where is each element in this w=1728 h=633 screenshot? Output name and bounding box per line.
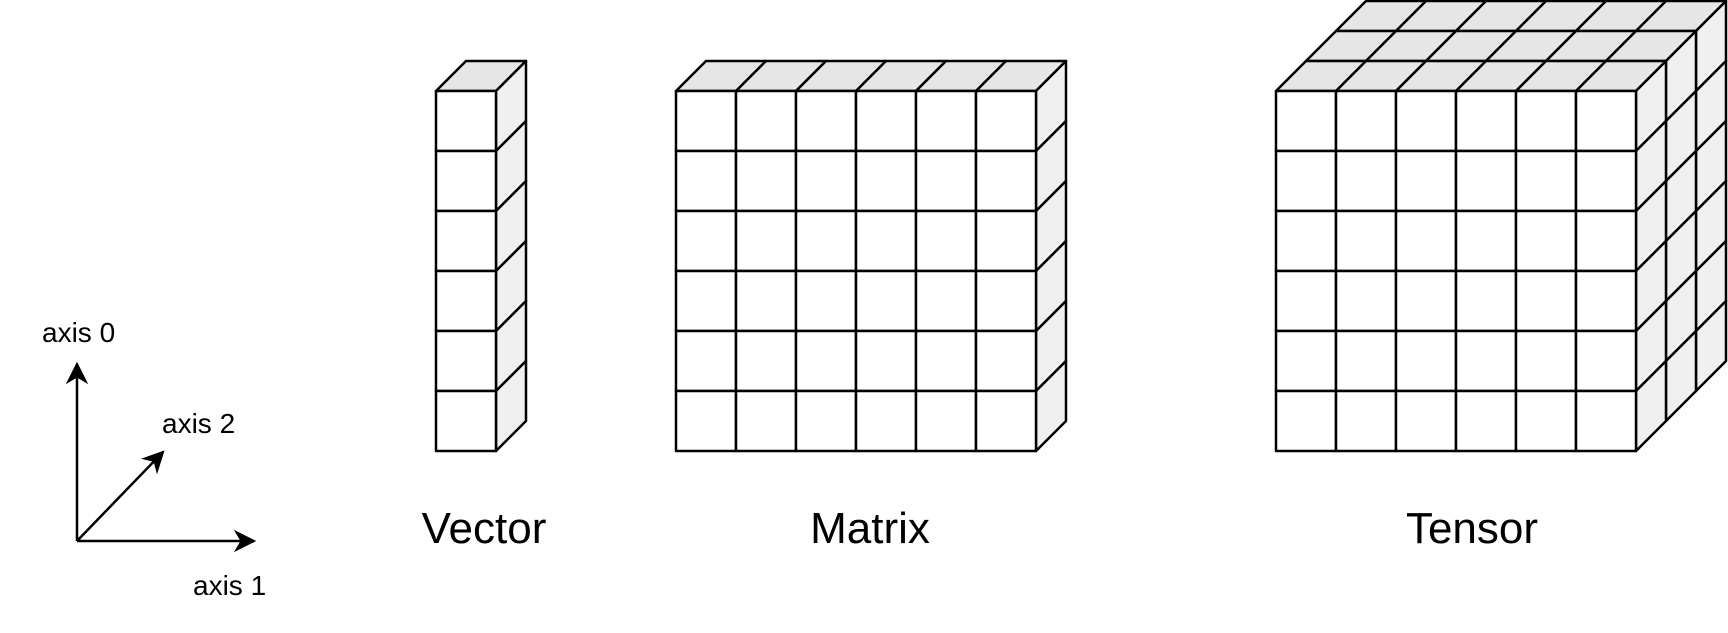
tensor-cell xyxy=(1454,329,1518,393)
tensor-cell xyxy=(1274,209,1338,273)
vector-cell xyxy=(434,209,498,273)
matrix-cell xyxy=(974,89,1038,153)
matrix-cell xyxy=(794,89,858,153)
matrix-cell xyxy=(854,389,918,453)
tensor-cell xyxy=(1514,89,1578,153)
vector-cell xyxy=(434,149,498,213)
matrix-cell xyxy=(914,389,978,453)
tensor-cell xyxy=(1574,209,1638,273)
matrix-cell xyxy=(674,149,738,213)
matrix-cell xyxy=(674,329,738,393)
tensor-cell xyxy=(1454,389,1518,453)
matrix-cell xyxy=(794,269,858,333)
vector-cell xyxy=(434,329,498,393)
tensor-cell xyxy=(1274,269,1338,333)
axis-1-label: axis 1 xyxy=(193,570,266,601)
tensor-cell xyxy=(1394,149,1458,213)
tensor-cell xyxy=(1394,89,1458,153)
tensor-cell xyxy=(1574,89,1638,153)
matrix-cell xyxy=(794,389,858,453)
matrix-label: Matrix xyxy=(810,504,930,553)
matrix-cell xyxy=(854,209,918,273)
matrix-cell xyxy=(974,269,1038,333)
matrix-cell xyxy=(674,269,738,333)
tensor-cell xyxy=(1274,329,1338,393)
matrix-cell xyxy=(674,89,738,153)
matrix-cell xyxy=(734,389,798,453)
matrix-cell xyxy=(854,89,918,153)
matrix-cell xyxy=(914,89,978,153)
matrix-cell xyxy=(914,149,978,213)
tensor-cell xyxy=(1394,389,1458,453)
axis-indicator: axis 0 axis 2 axis 1 xyxy=(42,317,266,601)
matrix-cell xyxy=(734,269,798,333)
axis-2-label: axis 2 xyxy=(162,408,235,439)
tensor-cell xyxy=(1334,389,1398,453)
matrix-cell xyxy=(914,209,978,273)
tensor-cell xyxy=(1514,329,1578,393)
axis-2-arrow xyxy=(76,450,165,542)
matrix-cell xyxy=(914,269,978,333)
tensor-cell xyxy=(1514,209,1578,273)
vector-cell xyxy=(434,389,498,453)
tensor-label: Tensor xyxy=(1406,504,1538,553)
vector-cell xyxy=(434,89,498,153)
matrix-cell xyxy=(734,89,798,153)
tensor-cell xyxy=(1514,389,1578,453)
tensor-cell xyxy=(1514,149,1578,213)
matrix-cell xyxy=(854,329,918,393)
matrix-cell xyxy=(794,149,858,213)
matrix-cell xyxy=(734,149,798,213)
vector-cell xyxy=(434,269,498,333)
tensor-cell xyxy=(1274,389,1338,453)
matrix-cell xyxy=(734,329,798,393)
matrix-cell xyxy=(974,389,1038,453)
tensor-cell xyxy=(1574,329,1638,393)
matrix-cubes xyxy=(674,59,1068,453)
tensor-cell xyxy=(1514,269,1578,333)
tensor-cell xyxy=(1394,209,1458,273)
vector-label: Vector xyxy=(422,504,547,553)
matrix-cell xyxy=(794,329,858,393)
matrix-cell xyxy=(674,209,738,273)
matrix-cell xyxy=(734,209,798,273)
tensor-cell xyxy=(1394,329,1458,393)
matrix-cell xyxy=(974,149,1038,213)
tensor-cell xyxy=(1454,149,1518,213)
axis-0-label: axis 0 xyxy=(42,317,115,348)
matrix-cell xyxy=(914,329,978,393)
tensor-cubes xyxy=(1274,0,1728,453)
tensor-cell xyxy=(1454,269,1518,333)
matrix-cell xyxy=(854,269,918,333)
matrix-cell xyxy=(974,329,1038,393)
tensor-cell xyxy=(1334,269,1398,333)
tensor-cell xyxy=(1334,149,1398,213)
tensor-cell xyxy=(1274,89,1338,153)
matrix-cell xyxy=(794,209,858,273)
tensor-cell xyxy=(1574,389,1638,453)
vector-cubes xyxy=(434,59,528,453)
tensor-cell xyxy=(1454,89,1518,153)
matrix-cell xyxy=(974,209,1038,273)
tensor-cell xyxy=(1334,209,1398,273)
tensor-cell xyxy=(1334,89,1398,153)
tensor-cell xyxy=(1394,269,1458,333)
matrix-cell xyxy=(674,389,738,453)
tensor-cell xyxy=(1574,149,1638,213)
tensor-cell xyxy=(1574,269,1638,333)
matrix-cell xyxy=(854,149,918,213)
tensor-cell xyxy=(1334,329,1398,393)
tensor-cell xyxy=(1454,209,1518,273)
tensor-cell xyxy=(1274,149,1338,213)
